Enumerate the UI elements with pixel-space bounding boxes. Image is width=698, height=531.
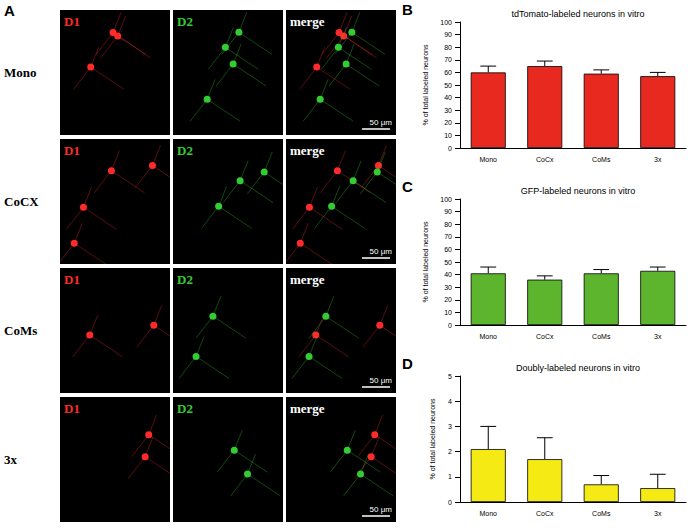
html-text:Mono: Mono [4,64,37,80]
svg-text:% of total labeled neurons: % of total labeled neurons [429,398,436,479]
svg-text:D1: D1 [64,272,80,287]
html-text:CoMs: CoMs [4,322,38,338]
svg-text:D2: D2 [177,143,193,158]
svg-text:90: 90 [444,31,452,38]
svg-text:D2: D2 [177,272,193,287]
svg-text:50 μm: 50 μm [370,247,393,256]
svg-text:CoMs: CoMs [592,156,611,163]
svg-text:3x: 3x [654,156,662,163]
svg-text:30: 30 [444,107,452,114]
svg-text:60: 60 [444,69,452,76]
svg-text:D1: D1 [64,401,80,416]
svg-text:100: 100 [440,19,452,26]
svg-text:CoCx: CoCx [536,510,554,517]
svg-text:CoMs: CoMs [592,333,611,340]
svg-text:D1: D1 [64,143,80,158]
svg-text:0: 0 [448,499,452,506]
svg-text:CoMs: CoMs [592,510,611,517]
svg-text:1: 1 [448,473,452,480]
html-text:A: A [4,2,15,19]
svg-text:Mono: Mono [479,510,497,517]
html-text:CoCX: CoCX [4,193,39,209]
svg-text:3x: 3x [654,510,662,517]
svg-text:D2: D2 [177,14,193,29]
svg-text:60: 60 [444,246,452,253]
svg-text:10: 10 [444,132,452,139]
svg-text:merge: merge [290,272,325,287]
svg-text:Doubly-labeled neurons in vitr: Doubly-labeled neurons in vitro [516,363,640,373]
svg-text:50 μm: 50 μm [370,118,393,127]
svg-text:merge: merge [290,14,325,29]
svg-text:2: 2 [448,448,452,455]
svg-text:% of total labeled neurons: % of total labeled neurons [422,221,429,302]
svg-text:D1: D1 [64,14,80,29]
svg-text:20: 20 [444,119,452,126]
svg-text:100: 100 [440,196,452,203]
svg-text:30: 30 [444,284,452,291]
svg-text:C: C [402,178,413,195]
svg-text:70: 70 [444,56,452,63]
svg-text:0: 0 [448,145,452,152]
svg-text:50 μm: 50 μm [370,376,393,385]
svg-text:B: B [402,1,413,18]
svg-text:50: 50 [444,82,452,89]
svg-text:Mono: Mono [479,156,497,163]
svg-text:80: 80 [444,44,452,51]
svg-text:90: 90 [444,208,452,215]
svg-text:CoCx: CoCx [536,156,554,163]
svg-text:10: 10 [444,309,452,316]
svg-text:0: 0 [448,322,452,329]
svg-text:40: 40 [444,271,452,278]
svg-text:CoCx: CoCx [536,333,554,340]
svg-text:20: 20 [444,296,452,303]
svg-text:Mono: Mono [479,333,497,340]
svg-text:50: 50 [444,259,452,266]
svg-text:D2: D2 [177,401,193,416]
svg-text:% of total labeled neurons: % of total labeled neurons [422,44,429,125]
svg-text:40: 40 [444,94,452,101]
svg-text:merge: merge [290,401,325,416]
svg-text:tdTomato-labeled neurons in vi: tdTomato-labeled neurons in vitro [511,9,644,19]
svg-text:GFP-labeled neurons in vitro: GFP-labeled neurons in vitro [521,186,636,196]
html-text:3x: 3x [4,451,17,467]
svg-text:D: D [402,355,413,372]
svg-text:80: 80 [444,221,452,228]
svg-text:3: 3 [448,423,452,430]
svg-text:4: 4 [448,398,452,405]
svg-text:50 μm: 50 μm [370,505,393,514]
svg-text:merge: merge [290,143,325,158]
svg-text:5: 5 [448,373,452,380]
svg-text:70: 70 [444,233,452,240]
svg-text:3x: 3x [654,333,662,340]
